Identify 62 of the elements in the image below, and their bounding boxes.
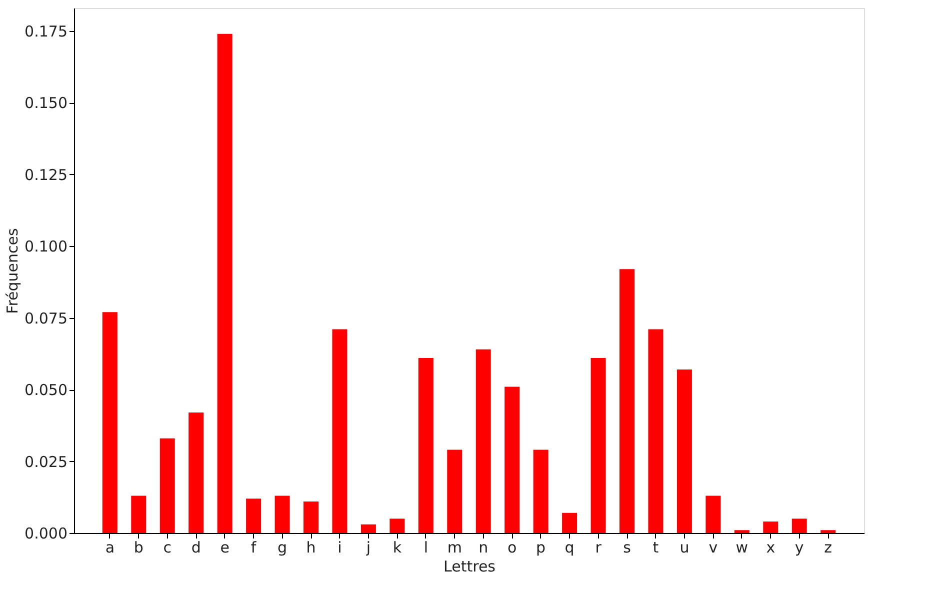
bar	[131, 496, 146, 533]
y-tick-label: 0.025	[24, 452, 68, 471]
bar	[390, 518, 405, 533]
bar	[504, 386, 520, 533]
x-tick-label: a	[105, 538, 115, 556]
x-tick-label: t	[652, 538, 659, 556]
x-tick-label: k	[392, 538, 402, 556]
y-tick-label: 0.175	[24, 22, 68, 40]
x-tick-label: j	[365, 538, 371, 556]
x-tick-label: l	[424, 538, 428, 556]
x-tick-label: w	[736, 538, 748, 556]
bar	[562, 512, 578, 533]
bar	[217, 34, 232, 533]
x-tick-label: z	[824, 538, 832, 556]
bar	[188, 412, 204, 533]
bar	[648, 329, 664, 533]
bar	[447, 450, 462, 533]
x-tick-label: h	[306, 538, 316, 556]
bar	[304, 501, 318, 533]
bar	[476, 349, 491, 533]
x-tick-label: n	[478, 538, 488, 556]
x-tick-label: i	[338, 538, 342, 556]
bar	[792, 518, 807, 533]
bar	[706, 496, 721, 533]
x-tick-label: u	[680, 538, 690, 556]
bar	[590, 358, 606, 533]
bar	[102, 312, 118, 533]
x-tick-label: e	[220, 538, 230, 556]
x-tick-label: m	[447, 538, 462, 556]
x-tick-label: y	[794, 538, 804, 556]
bar	[332, 329, 348, 533]
x-tick-label: g	[278, 538, 288, 556]
y-tick-label: 0.075	[24, 309, 68, 328]
x-tick-label: d	[191, 538, 201, 556]
x-tick-label: q	[564, 538, 574, 556]
bar	[620, 269, 634, 533]
y-tick-label: 0.050	[24, 381, 68, 400]
y-tick-label: 0.100	[24, 238, 68, 256]
bar	[820, 530, 836, 533]
bar	[160, 438, 175, 533]
y-tick-label: 0.000	[24, 524, 68, 542]
bar	[533, 450, 548, 533]
x-tick-label: p	[536, 538, 546, 556]
x-tick-label: o	[507, 538, 517, 556]
x-tick-label: s	[623, 538, 632, 556]
x-axis-title: Lettres	[444, 558, 496, 576]
x-tick-label: v	[708, 538, 718, 556]
x-tick-label: c	[163, 538, 172, 556]
y-tick-label: 0.125	[24, 166, 68, 184]
y-tick-label: 0.150	[24, 94, 68, 112]
bar	[763, 522, 778, 533]
bar	[274, 496, 290, 533]
y-axis-title: Fréquences	[4, 228, 22, 314]
x-tick-label: r	[595, 538, 602, 556]
bar	[246, 498, 262, 533]
x-tick-label: f	[250, 538, 257, 556]
x-tick-label: b	[134, 538, 144, 556]
bar	[418, 358, 434, 533]
bar	[360, 524, 376, 533]
bar	[676, 369, 692, 533]
bar	[734, 530, 750, 533]
x-tick-label: x	[766, 538, 776, 556]
